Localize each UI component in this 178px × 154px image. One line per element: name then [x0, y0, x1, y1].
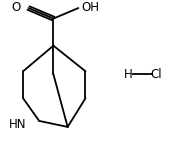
Text: H: H	[124, 68, 133, 81]
Text: O: O	[11, 1, 21, 14]
Text: HN: HN	[9, 118, 27, 131]
Text: Cl: Cl	[151, 68, 163, 81]
Text: OH: OH	[82, 1, 100, 14]
